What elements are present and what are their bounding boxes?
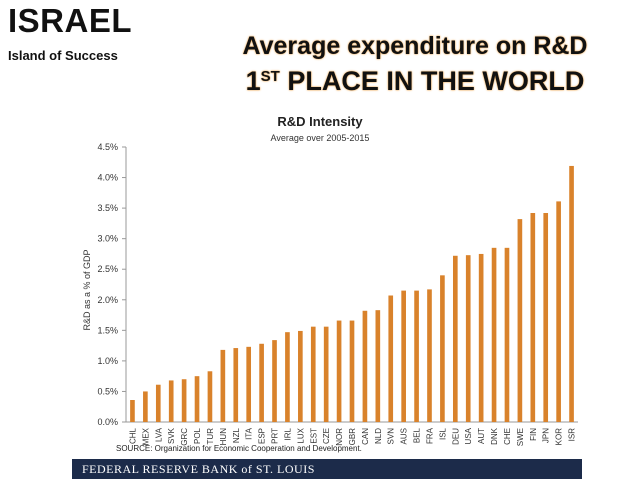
x-tick-label: MEX (141, 427, 150, 445)
x-tick-label: TUR (206, 428, 215, 445)
x-tick-label: PRT (271, 428, 280, 444)
bar-gbr (349, 320, 355, 422)
brand-subtitle: Island of Success (8, 48, 118, 63)
x-tick-label: CAN (361, 428, 370, 445)
headline-rank-suffix: ST (260, 68, 280, 85)
bar-svn (388, 295, 394, 422)
x-tick-label: ISR (568, 428, 577, 442)
bar-fra (427, 289, 432, 422)
headline-line1: Average expenditure on R&D (242, 32, 588, 60)
bar-swe (517, 219, 523, 422)
chart-subtitle: Average over 2005-2015 (271, 133, 370, 143)
bar-lux (298, 330, 303, 422)
x-tick-label: ITA (245, 427, 254, 440)
bar-pol (194, 376, 200, 422)
bar-kor (556, 201, 561, 422)
x-tick-label: GRC (180, 428, 189, 446)
headline-rest: PLACE IN THE WORLD (279, 66, 585, 96)
x-tick-label: NOR (335, 428, 344, 446)
x-tick-label: IRL (283, 427, 292, 440)
bar-prt (272, 340, 277, 422)
x-tick-label: CHL (128, 427, 137, 444)
headline-rank: 1 (245, 66, 261, 96)
bar-svk (168, 380, 174, 422)
x-tick-label: JPN (542, 428, 551, 443)
x-tick-label: POL (193, 427, 202, 444)
y-tick-label: 4.0% (97, 173, 118, 183)
x-tick-label: DNK (490, 427, 499, 445)
bar-bel (414, 290, 419, 422)
bar-lva (155, 384, 161, 422)
bar-irl (285, 332, 290, 422)
bar-isr (569, 165, 574, 422)
x-tick-label: LVA (154, 427, 163, 442)
bar-jpn (543, 213, 549, 422)
footer-text: FEDERAL RESERVE BANK of ST. LOUIS (82, 462, 315, 476)
x-tick-label: SWE (516, 428, 525, 446)
bar-aut (478, 253, 484, 422)
x-tick-label: FIN (529, 428, 538, 441)
x-tick-label: SVK (167, 427, 176, 444)
x-tick-label: FRA (425, 427, 434, 444)
y-tick-label: 1.5% (97, 325, 118, 335)
x-tick-label: BEL (413, 427, 422, 443)
x-tick-label: CZE (322, 428, 331, 444)
y-tick-label: 0.5% (97, 386, 118, 396)
bar-nzl (233, 348, 239, 422)
x-tick-label: USA (464, 427, 473, 444)
bar-che (504, 247, 510, 422)
chart-x-labels: CHL MEX LVA SVK GRC POL TUR HUN NZL ITA ESP PRT IRL L… (128, 427, 576, 446)
x-tick-label: CHE (503, 428, 512, 445)
y-tick-label: 0.0% (97, 417, 118, 427)
bar-fin (530, 213, 536, 422)
chart-source: SOURCE: Organization for Economic Cooper… (116, 444, 362, 453)
bar-can (362, 310, 368, 422)
y-axis-label: R&D as a % of GDP (82, 249, 92, 330)
x-tick-label: NZL (232, 427, 241, 443)
bar-dnk (491, 247, 497, 422)
bar-mex (143, 391, 148, 422)
bar-deu (452, 255, 458, 422)
x-tick-label: ISL (438, 427, 447, 440)
bar-est (310, 326, 316, 422)
x-tick-label: EST (309, 428, 318, 444)
footer-band: FEDERAL RESERVE BANK of ST. LOUIS (72, 459, 582, 479)
bar-esp (259, 343, 264, 422)
chart-title: R&D Intensity (277, 114, 363, 129)
bar-ita (246, 346, 252, 422)
x-tick-label: LUX (296, 427, 305, 443)
bar-tur (207, 371, 213, 422)
x-tick-label: DEU (451, 428, 460, 445)
bar-chl (130, 400, 135, 422)
y-tick-label: 3.5% (97, 203, 118, 213)
bar-isl (440, 275, 445, 422)
y-tick-label: 3.0% (97, 234, 118, 244)
bar-hun (220, 349, 226, 422)
bar-grc (181, 379, 187, 422)
x-tick-label: GBR (348, 428, 357, 446)
x-tick-label: SVN (387, 428, 396, 445)
y-tick-label: 2.0% (97, 295, 118, 305)
x-tick-label: ESP (258, 428, 267, 444)
brand-title: ISRAEL (8, 2, 133, 39)
bar-cze (323, 326, 329, 422)
y-tick-label: 1.0% (97, 356, 118, 366)
x-tick-label: AUT (477, 428, 486, 444)
bar-aus (401, 290, 406, 422)
bar-nor (336, 320, 342, 422)
x-tick-label: KOR (555, 428, 564, 446)
chart-bars (130, 165, 574, 422)
y-tick-label: 2.5% (97, 264, 118, 274)
bar-nld (375, 310, 381, 422)
bar-usa (465, 255, 471, 422)
y-tick-label: 4.5% (97, 142, 118, 152)
x-tick-label: NLD (374, 428, 383, 444)
x-tick-label: AUS (400, 428, 409, 444)
headline-line2: 1ST PLACE IN THE WORLD (210, 66, 620, 97)
x-tick-label: HUN (219, 428, 228, 446)
